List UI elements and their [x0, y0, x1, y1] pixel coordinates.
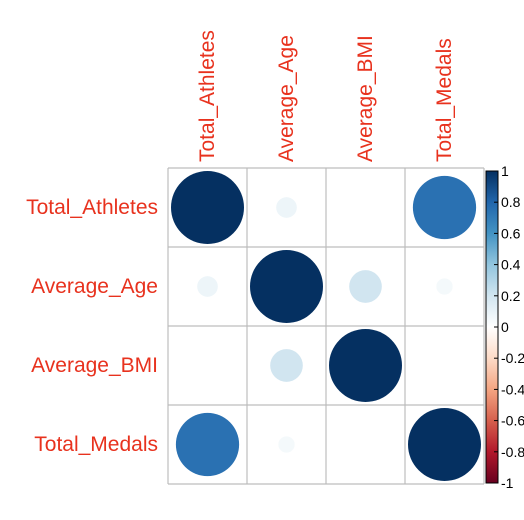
- colorbar-tick-label: 0.6: [501, 225, 521, 241]
- colorbar-tick-label: -0.8: [501, 444, 524, 460]
- corr-circle-Average_BMI-Average_Age: [270, 349, 303, 382]
- colorbar-tick-label: 1: [501, 163, 509, 179]
- colorbar-tick-label: 0: [501, 319, 509, 335]
- row-label: Total_Athletes: [26, 196, 158, 219]
- corr-circle-Average_Age-Average_BMI: [349, 270, 382, 303]
- grid: [167, 167, 485, 485]
- colorbar-tick-label: -0.4: [501, 381, 524, 397]
- colorbar-legend: 1 0.8 0.6 0.4 0.2 0 -0.2 -0.4 -0.6 -0.8 -1: [485, 163, 524, 491]
- corr-circle-Average_BMI-Average_BMI: [329, 329, 402, 402]
- corr-circle-Total_Athletes-Total_Medals: [412, 175, 477, 240]
- corr-circle-Average_Age-Average_Age: [250, 250, 323, 323]
- column-labels: Total_Athletes Average_Age Average_BMI Tota…: [196, 30, 456, 162]
- row-labels: Total_Athletes Average_Age Average_BMI Tota…: [26, 196, 158, 456]
- row-label: Average_BMI: [31, 354, 158, 377]
- correlation-circles: [171, 171, 481, 481]
- colorbar-tick-label: -0.2: [501, 350, 524, 366]
- colorbar-tick-label: 0.8: [501, 194, 521, 210]
- corr-circle-Total_Medals-Total_Athletes: [175, 412, 240, 477]
- corr-circle-Total_Medals-Average_Age: [278, 436, 295, 453]
- colorbar-tick-label: 0.2: [501, 288, 521, 304]
- corr-circle-Total_Athletes-Average_Age: [276, 197, 297, 218]
- colorbar-tick-label: -1: [501, 475, 514, 491]
- corr-circle-Average_Age-Total_Medals: [436, 278, 453, 295]
- column-label: Total_Medals: [433, 38, 456, 162]
- corr-circle-Total_Medals-Total_Medals: [408, 408, 481, 481]
- row-label: Total_Medals: [34, 433, 158, 456]
- row-label: Average_Age: [31, 275, 158, 298]
- column-label: Total_Athletes: [196, 30, 219, 162]
- colorbar-tick-label: -0.6: [501, 413, 524, 429]
- column-label: Average_Age: [275, 35, 298, 162]
- corr-circle-Average_Age-Total_Athletes: [197, 276, 218, 297]
- column-label: Average_BMI: [354, 35, 377, 162]
- colorbar-tick-label: 0.4: [501, 257, 521, 273]
- corr-circle-Total_Athletes-Total_Athletes: [171, 171, 244, 244]
